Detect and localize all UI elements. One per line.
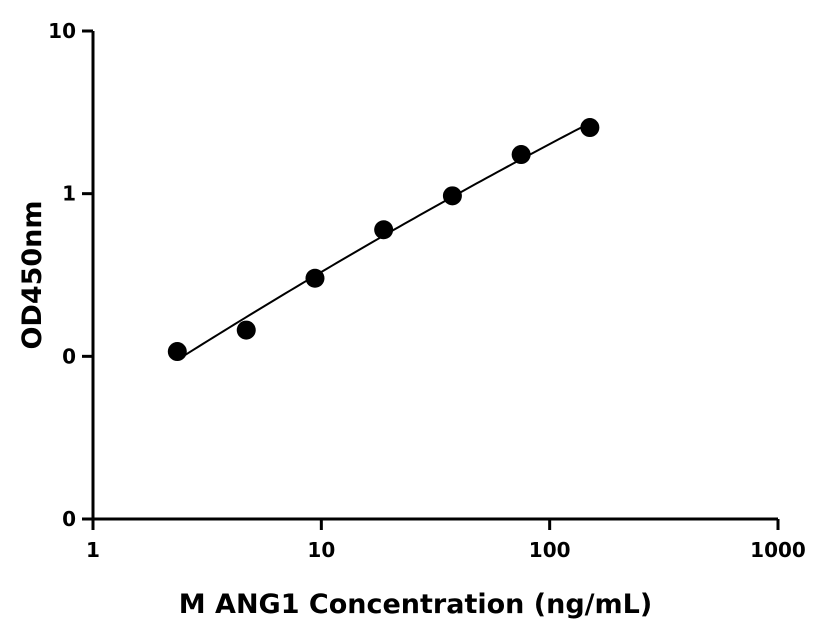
data-point-4 <box>442 186 462 206</box>
axes-layer <box>91 31 778 521</box>
data-point-3 <box>374 220 394 240</box>
data-point-6 <box>580 118 600 138</box>
y-tick-label-3: 10 <box>48 19 76 43</box>
x-tick-label-2: 100 <box>529 538 571 562</box>
data-point-5 <box>511 145 531 165</box>
y-tick-label-2: 1 <box>62 182 76 206</box>
y-ticks: 0 0 1 10 <box>48 19 93 531</box>
x-ticks: 1 10 100 1000 <box>86 519 806 562</box>
x-tick-label-3: 1000 <box>750 538 806 562</box>
y-tick-label-1: 0 <box>62 344 76 368</box>
y-tick-label-0: 0 <box>62 507 76 531</box>
x-axis-title: M ANG1 Concentration (ng/mL) <box>179 589 652 620</box>
data-points-layer <box>167 118 600 362</box>
data-point-2 <box>305 268 325 288</box>
x-tick-label-1: 10 <box>307 538 335 562</box>
data-point-0 <box>167 342 187 362</box>
y-axis-title: OD450nm <box>17 200 48 349</box>
x-tick-label-0: 1 <box>86 538 100 562</box>
data-point-1 <box>236 320 256 340</box>
